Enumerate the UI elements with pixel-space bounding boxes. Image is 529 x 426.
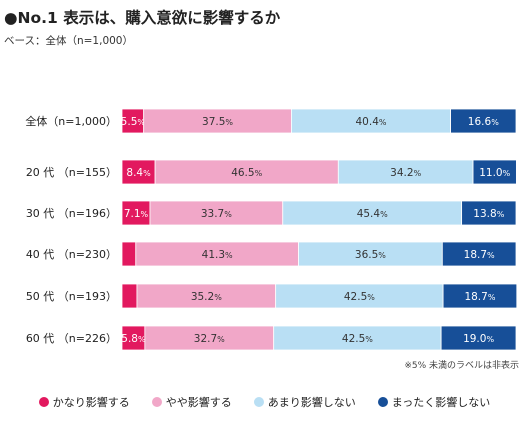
bar-segment (472, 159, 517, 185)
bar-segment (440, 325, 517, 351)
legend-label: やや影響する (165, 396, 232, 409)
data-label: 33.7% (201, 208, 232, 220)
category-label: 60 代 （n=226） (26, 332, 117, 345)
category-label: 40 代 （n=230） (26, 248, 117, 261)
legend-label: まったく影響しない (391, 396, 491, 409)
legend-label: あまり影響しない (267, 396, 356, 409)
legend-label: かなり影響する (52, 396, 130, 409)
bar-segment (154, 159, 339, 185)
data-label: 8.4% (126, 167, 151, 179)
category-label: 30 代 （n=196） (26, 207, 117, 220)
bar-segment (149, 200, 284, 226)
bar-segment (121, 159, 156, 185)
bar-segment (461, 200, 517, 226)
data-label: 37.5% (202, 116, 233, 128)
label-note: ※5% 未満のラベルは非表示 (404, 361, 519, 371)
data-label: 42.5% (342, 333, 373, 345)
data-label: 11.0% (479, 167, 510, 179)
bar-segment (121, 241, 137, 267)
data-label: 18.7% (464, 249, 495, 261)
chart-title: ●No.1 表示は、購入意欲に影響するか (4, 9, 281, 27)
category-label: 50 代 （n=193） (26, 290, 117, 303)
data-label: 40.4% (356, 116, 387, 128)
legend-item: まったく影響しない (377, 394, 491, 410)
legend-swatch (38, 397, 49, 407)
data-label: 32.7% (194, 333, 225, 345)
bar-segment (273, 325, 442, 351)
category-label: 全体（n=1,000） (25, 114, 117, 128)
bar-segment (450, 108, 517, 134)
data-label: 36.5% (355, 249, 386, 261)
bar-segment (441, 241, 517, 267)
legend-item: あまり影響しない (253, 394, 356, 410)
bar-segment (282, 200, 463, 226)
bar-segment (275, 283, 444, 309)
bar-segment (136, 283, 277, 309)
data-label: 13.8% (473, 208, 504, 220)
chart-subtitle: ベース：全体（n=1,000） (4, 35, 133, 47)
bar-segment (135, 241, 299, 267)
chart-legend: かなり影響する やや影響する あまり影響しない まったく影響しない (0, 394, 529, 410)
data-label: 42.5% (344, 291, 375, 303)
legend-swatch (151, 397, 162, 407)
bar-segment (298, 241, 443, 267)
data-label: 41.3% (202, 249, 233, 261)
data-label: 19.0% (463, 333, 494, 345)
data-label: 35.2% (191, 291, 222, 303)
data-label: 5.5% (121, 116, 146, 128)
bar-segment (291, 108, 452, 134)
data-label: 34.2% (390, 167, 421, 179)
data-label: 16.6% (468, 116, 499, 128)
data-label: 18.7% (464, 291, 495, 303)
legend-item: やや影響する (151, 394, 232, 410)
data-label: 45.4% (357, 208, 388, 220)
bar-segment (442, 283, 518, 309)
legend-item: かなり影響する (38, 394, 130, 410)
legend-swatch (253, 397, 264, 407)
data-label: 46.5% (231, 167, 262, 179)
category-label: 20 代 （n=155） (26, 166, 117, 179)
bar-segment (121, 283, 138, 309)
data-label: 5.8% (121, 333, 146, 345)
data-label: 7.1% (124, 208, 149, 220)
legend-swatch (377, 397, 388, 407)
